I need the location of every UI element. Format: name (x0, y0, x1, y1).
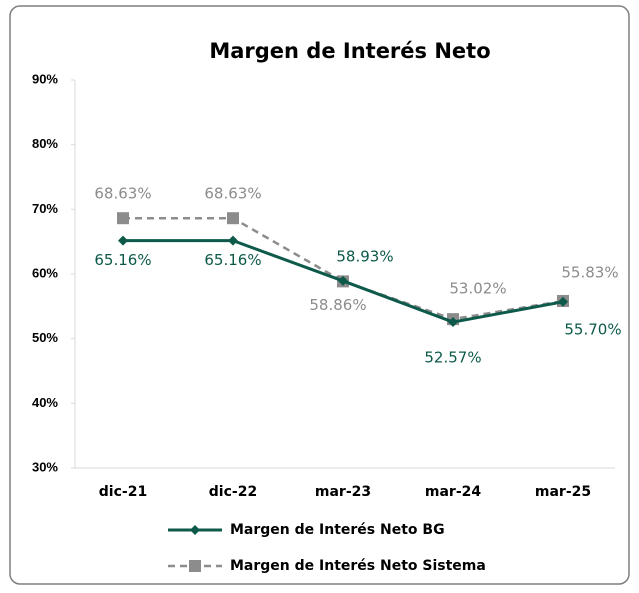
legend-marker (190, 525, 200, 535)
x-tick-label: mar-25 (535, 484, 591, 500)
line (123, 216, 564, 321)
chart-frame (9, 5, 630, 585)
x-tick-label: mar-23 (315, 484, 371, 500)
data-label: 58.86% (309, 296, 366, 314)
data-label: 55.70% (564, 320, 621, 338)
legend-label: Margen de Interés Neto BG (230, 522, 445, 538)
y-tick-label: 30% (32, 459, 58, 474)
y-tick-label: 40% (32, 395, 58, 410)
data-label: 65.16% (94, 251, 151, 269)
marker (338, 275, 348, 286)
marker (448, 317, 458, 328)
legend-marker (189, 560, 201, 572)
data-label: 58.93% (336, 247, 393, 265)
y-tick-label: 90% (32, 71, 58, 86)
x-tick-label: mar-24 (425, 484, 481, 500)
legend-label: Margen de Interés Neto Sistema (230, 558, 486, 574)
data-label: 65.16% (204, 251, 261, 269)
data-label: 52.57% (424, 349, 481, 367)
y-tick-label: 70% (32, 201, 58, 216)
y-tick-label: 60% (32, 265, 58, 280)
marker (228, 235, 238, 246)
data-label: 68.63% (204, 185, 261, 203)
marker (118, 235, 128, 246)
marker (227, 212, 239, 225)
data-label: 53.02% (449, 280, 506, 298)
data-label: 68.63% (94, 185, 151, 203)
marker (558, 296, 568, 307)
x-tick-label: dic-22 (209, 484, 257, 500)
y-tick-label: 50% (32, 330, 58, 345)
chart-title: Margen de Interés Neto (209, 39, 490, 63)
marker (117, 212, 129, 225)
data-label: 55.83% (561, 263, 618, 281)
y-tick-label: 80% (32, 136, 58, 151)
x-tick-label: dic-21 (99, 484, 147, 500)
